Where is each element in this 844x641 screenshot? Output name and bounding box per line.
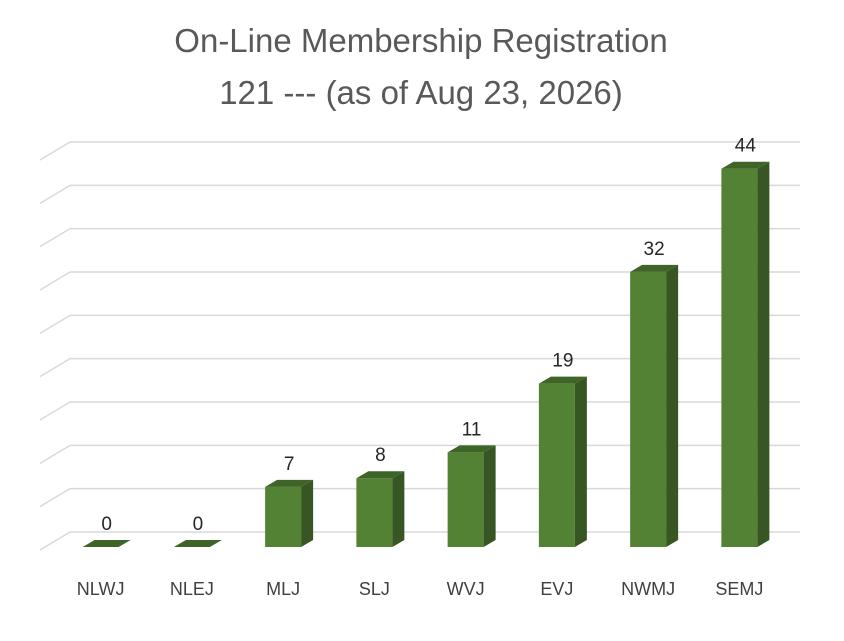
bar-slj	[356, 471, 405, 547]
bar-top	[447, 445, 496, 453]
bar-wvj	[447, 445, 496, 547]
bar-front	[265, 486, 302, 547]
data-label: 11	[462, 419, 482, 440]
x-tick-label: WVJ	[447, 579, 485, 599]
bar-nwmj	[630, 264, 679, 547]
bar-side	[666, 264, 679, 547]
x-tick-label: NWMJ	[621, 579, 675, 599]
bar-top	[538, 376, 587, 384]
gridlines	[39, 141, 800, 551]
bar-evj	[538, 376, 587, 547]
gridline-depth	[39, 184, 71, 204]
bar-side	[574, 376, 587, 547]
x-tick-label: SEMJ	[715, 579, 763, 599]
x-tick-label: EVJ	[540, 579, 573, 599]
bar-mlj	[265, 479, 314, 547]
gridline-depth	[39, 444, 71, 464]
bars	[82, 161, 770, 547]
bar-front	[447, 452, 484, 547]
bar-side	[757, 161, 770, 547]
bar-side	[392, 471, 405, 547]
data-label: 8	[375, 445, 386, 466]
bar-top	[630, 264, 679, 272]
bar-nlej	[173, 540, 222, 547]
bar-front	[630, 271, 667, 547]
bar-top	[721, 161, 770, 169]
data-label: 32	[644, 239, 665, 260]
gridline-depth	[39, 271, 71, 291]
bar-nlwj	[82, 540, 131, 547]
x-tick-label: SLJ	[359, 579, 390, 599]
bar-semj	[721, 161, 770, 547]
bar-side	[301, 479, 314, 547]
data-label: 0	[193, 514, 204, 535]
x-axis-ticks: NLWJ NLEJ MLJ SLJ WVJ EVJ NWMJ SEMJ	[77, 579, 764, 599]
x-tick-label: MLJ	[266, 579, 300, 599]
data-label: 19	[552, 351, 573, 372]
bar-side	[483, 445, 496, 547]
bar-top	[265, 479, 314, 487]
bar-front	[538, 383, 575, 547]
bar-top	[82, 540, 131, 547]
data-labels: 0 0 7 8 11 19 32 44	[101, 136, 756, 535]
gridline-depth	[39, 314, 71, 334]
data-label: 7	[284, 454, 295, 475]
data-label: 44	[735, 136, 757, 157]
x-tick-label: NLEJ	[170, 579, 214, 599]
chart-title: On-Line Membership Registration	[174, 22, 667, 59]
gridline-depth	[39, 488, 71, 508]
gridline-depth	[39, 141, 71, 161]
bar-top	[356, 471, 405, 479]
bar-front	[356, 478, 393, 547]
gridline-depth	[39, 401, 71, 421]
bar-front	[721, 168, 758, 547]
data-label: 0	[101, 514, 112, 535]
bar-top	[173, 540, 222, 547]
gridline-depth	[39, 228, 71, 248]
gridline-depth	[39, 358, 71, 378]
chart-subtitle: 121 --- (as of Aug 23, 2026)	[219, 74, 623, 111]
x-tick-label: NLWJ	[77, 579, 125, 599]
gridline-depth	[39, 531, 71, 551]
